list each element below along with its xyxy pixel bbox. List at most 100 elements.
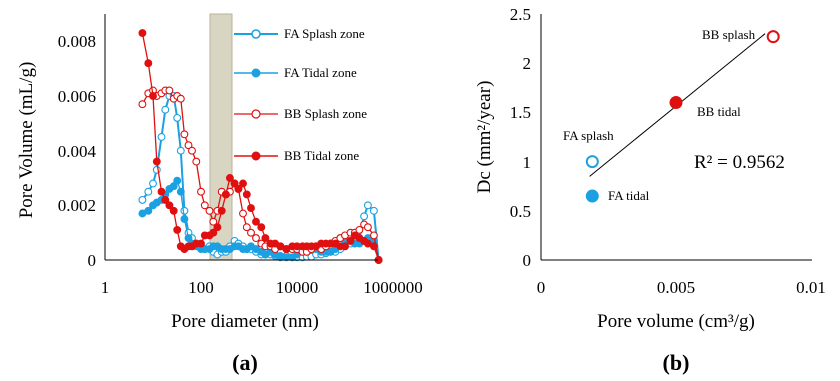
r-squared-annotation: R² = 0.9562 bbox=[694, 152, 785, 173]
chart-b-y-label: Dc (mm²/year) bbox=[474, 81, 495, 194]
data-point bbox=[369, 231, 378, 240]
data-point bbox=[221, 190, 230, 199]
data-point bbox=[209, 228, 218, 237]
data-point bbox=[144, 206, 153, 215]
data-point bbox=[149, 92, 157, 100]
chart-b: 0 0.5 1 1.5 2 2.5 0 0.005 0.01 Pore volu… bbox=[474, 5, 826, 375]
data-point bbox=[239, 209, 247, 218]
chart-a-legend: FA Splash zone FA Tidal zone BB Splash z… bbox=[234, 26, 367, 163]
data-point bbox=[360, 212, 369, 221]
chart-a-series bbox=[138, 29, 383, 264]
legend-item: FA Tidal zone bbox=[234, 65, 357, 80]
legend-label: FA Splash zone bbox=[284, 26, 365, 41]
data-point bbox=[169, 182, 178, 191]
point-label-bb-tidal: BB tidal bbox=[697, 104, 741, 119]
chart-a-y-tick: 0.002 bbox=[58, 196, 96, 215]
data-point bbox=[242, 223, 251, 232]
data-point bbox=[242, 190, 251, 199]
data-point bbox=[165, 201, 174, 210]
data-point bbox=[346, 236, 355, 245]
point-label-fa-splash: FA splash bbox=[563, 128, 614, 143]
legend-label: BB Tidal zone bbox=[284, 148, 359, 163]
chart-b-x-tick: 0.005 bbox=[657, 278, 695, 297]
data-point bbox=[138, 29, 147, 38]
data-point bbox=[173, 176, 182, 185]
data-point bbox=[252, 217, 260, 226]
data-point bbox=[252, 234, 260, 243]
data-point bbox=[173, 225, 182, 234]
data-point bbox=[197, 187, 205, 196]
chart-a-y-tick: 0.004 bbox=[58, 142, 97, 161]
data-point bbox=[161, 195, 170, 204]
chart-a-x-tick: 10000 bbox=[276, 278, 319, 297]
data-point bbox=[213, 223, 222, 232]
data-point bbox=[149, 179, 157, 188]
data-point bbox=[176, 187, 185, 196]
data-point bbox=[205, 206, 214, 215]
chart-b-y-tick: 2 bbox=[523, 54, 532, 73]
chart-b-points bbox=[585, 30, 780, 203]
data-point bbox=[363, 201, 372, 210]
chart-b-x-label: Pore volume (cm³/g) bbox=[597, 311, 755, 332]
data-point bbox=[341, 242, 349, 251]
data-point bbox=[225, 174, 234, 182]
data-point bbox=[192, 157, 201, 166]
scatter-point bbox=[585, 189, 599, 203]
panel-label-a: (a) bbox=[232, 350, 258, 375]
data-point bbox=[217, 206, 226, 215]
legend-item: BB Splash zone bbox=[234, 106, 367, 121]
chart-b-y-tick: 0.5 bbox=[510, 202, 531, 221]
data-point bbox=[239, 179, 247, 188]
data-point bbox=[138, 195, 147, 204]
data-point bbox=[247, 228, 255, 237]
legend-item: FA Splash zone bbox=[234, 26, 365, 41]
chart-b-y-tick: 1.5 bbox=[510, 103, 531, 122]
data-point bbox=[144, 59, 153, 68]
data-point bbox=[169, 206, 178, 215]
data-point bbox=[197, 239, 205, 248]
data-point bbox=[161, 105, 170, 114]
data-point bbox=[184, 234, 193, 243]
data-point bbox=[230, 179, 239, 188]
chart-b-y-tick: 2.5 bbox=[510, 5, 531, 24]
data-point bbox=[209, 217, 218, 226]
point-label-fa-tidal: FA tidal bbox=[608, 188, 650, 203]
legend-item: BB Tidal zone bbox=[234, 148, 359, 163]
legend-label: FA Tidal zone bbox=[284, 65, 357, 80]
scatter-point bbox=[766, 30, 780, 44]
chart-a-y-tick: 0.006 bbox=[58, 87, 96, 106]
data-point bbox=[369, 206, 378, 215]
data-point bbox=[152, 157, 161, 166]
chart-b-y-tick: 0 bbox=[523, 251, 532, 270]
data-point bbox=[261, 234, 270, 243]
panel-label-b: (b) bbox=[663, 350, 690, 375]
legend-label: BB Splash zone bbox=[284, 106, 367, 121]
chart-a-x-tick: 100 bbox=[188, 278, 214, 297]
data-point bbox=[247, 204, 255, 213]
data-point bbox=[152, 165, 161, 174]
legend-marker bbox=[251, 29, 261, 39]
scatter-point bbox=[585, 155, 599, 169]
data-point bbox=[257, 223, 266, 232]
data-point bbox=[355, 225, 364, 234]
chart-a-x-label: Pore diameter (nm) bbox=[171, 311, 319, 332]
chart-a-y-tick: 0 bbox=[88, 251, 97, 270]
data-point bbox=[157, 187, 166, 196]
data-point bbox=[144, 187, 153, 196]
data-point bbox=[157, 133, 166, 141]
legend-marker bbox=[251, 68, 261, 78]
chart-a-x-tick: 1 bbox=[101, 278, 110, 297]
data-point bbox=[188, 146, 196, 155]
scatter-point bbox=[669, 96, 683, 110]
chart-b-x-tick: 0 bbox=[537, 278, 546, 297]
data-point bbox=[363, 223, 372, 232]
data-point bbox=[180, 130, 189, 139]
chart-b-y-tick: 1 bbox=[523, 153, 532, 172]
data-point bbox=[369, 242, 378, 251]
point-label-bb-splash: BB splash bbox=[702, 27, 756, 42]
data-point bbox=[176, 94, 185, 103]
data-point bbox=[184, 141, 193, 150]
data-point bbox=[173, 113, 182, 122]
chart-a-y-label: Pore Volume (mL/g) bbox=[16, 62, 37, 219]
data-point bbox=[165, 86, 174, 95]
